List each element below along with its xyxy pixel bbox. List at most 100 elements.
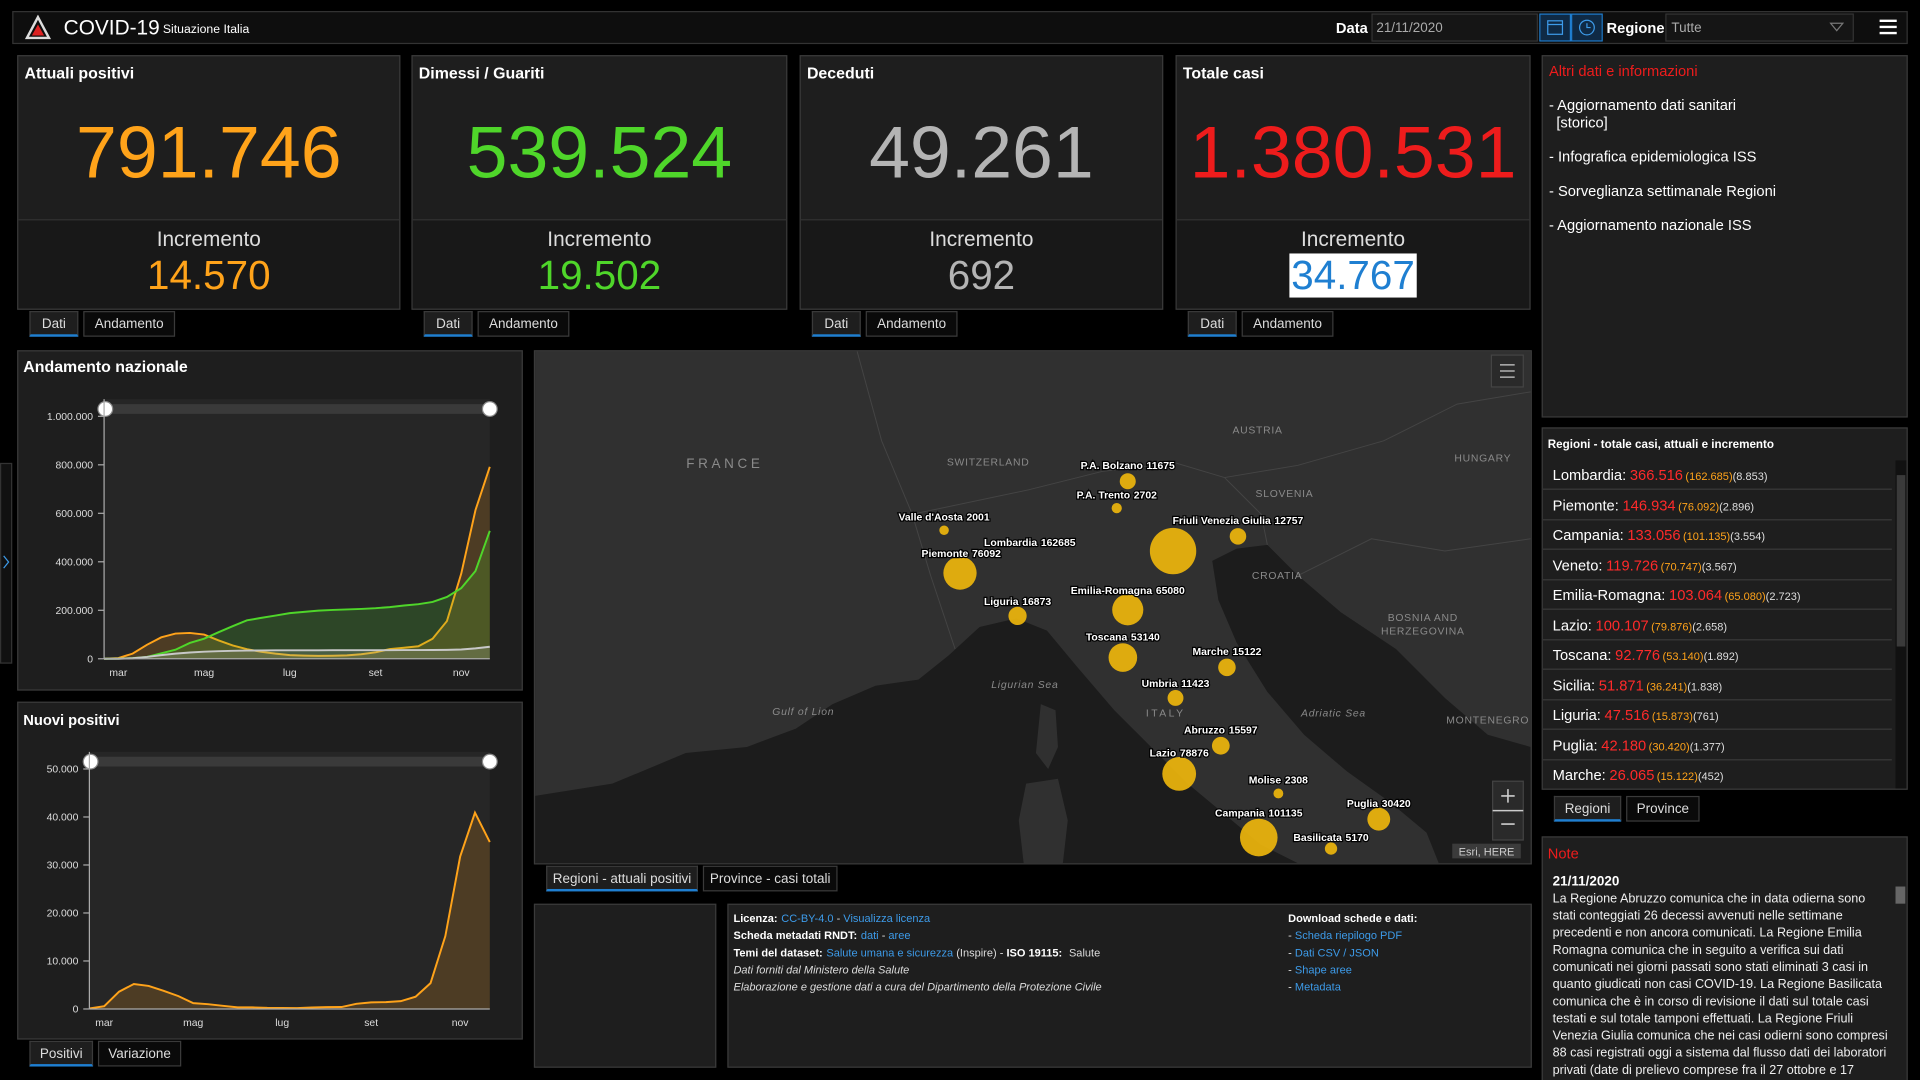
region-current: (101.135): [1682, 530, 1731, 543]
footer-panel: Licenza: CC-BY-4.0 - Visualizza licenza Sc…: [727, 903, 1532, 1068]
tab[interactable]: Dati: [29, 311, 79, 337]
footer-link[interactable]: Shape aree: [1294, 963, 1352, 976]
increment-wrap: 692: [801, 253, 1162, 297]
tab[interactable]: Dati: [423, 311, 473, 337]
note-scroll-thumb[interactable]: [1895, 886, 1906, 904]
footer-line: Licenza: CC-BY-4.0 - Visualizza licenza: [733, 912, 930, 924]
dropdown-arrow: [1829, 22, 1845, 32]
increment-wrap: 19.502: [413, 253, 786, 297]
footer-link[interactable]: dati: [860, 929, 879, 942]
region-total: 26.065: [1609, 766, 1655, 784]
footer-text: -: [1288, 946, 1295, 959]
increment-wrap: 34.767: [1177, 253, 1530, 298]
tab[interactable]: Dati: [811, 311, 861, 337]
info-link-text: - Aggiornamento dati sanitari: [1548, 96, 1737, 114]
footer-link[interactable]: aree: [888, 929, 911, 942]
card-title: Dimessi / Guariti: [418, 63, 545, 83]
app-title: COVID-19: [63, 15, 160, 40]
region-increment: (3.554): [1730, 530, 1766, 543]
footer-text: -: [1288, 980, 1295, 994]
tab[interactable]: Province: [1626, 795, 1700, 822]
tab[interactable]: Province - casi totali: [702, 865, 838, 892]
chart-title: Nuovi positivi: [23, 711, 120, 729]
date-input[interactable]: 21/11/2020: [1371, 13, 1538, 42]
region-increment: (1.892): [1703, 650, 1739, 663]
side-handle[interactable]: [0, 462, 13, 664]
stat-card: Dimessi / Guariti 539.524 Incremento 19.502: [411, 55, 788, 310]
region-name: Emilia-Romagna:: [1552, 586, 1666, 604]
footer-link[interactable]: Dati CSV / JSON: [1294, 946, 1379, 959]
increment-label: Incremento: [547, 227, 652, 252]
region-row: Lombardia: 366.516 (162.685)(8.853): [1542, 460, 1892, 490]
region-increment: (3.567): [1701, 560, 1737, 573]
footer-link[interactable]: Visualizza licenza: [843, 912, 931, 925]
note-date: 21/11/2020: [1552, 874, 1620, 889]
footer-text: (Inspire) -: [953, 946, 1007, 959]
footer-text: -: [878, 929, 889, 942]
footer-line: Elaborazione e gestione dati a cura del …: [733, 981, 1101, 993]
region-increment: (2.658): [1692, 620, 1728, 633]
footer-link[interactable]: Metadata: [1294, 980, 1341, 994]
region-current: (76.092): [1678, 500, 1720, 513]
region-current: (15.873): [1651, 710, 1693, 723]
menu-button[interactable]: [1878, 17, 1898, 37]
tab[interactable]: Regioni: [1553, 795, 1622, 822]
footer-link[interactable]: Salute umana e sicurezza: [826, 946, 954, 959]
region-total: 146.934: [1622, 496, 1676, 514]
tab[interactable]: Andamento: [83, 311, 176, 337]
scroll-thumb[interactable]: [1896, 475, 1906, 647]
region-total: 47.516: [1604, 706, 1650, 724]
region-row: Liguria: 47.516 (15.873)(761): [1542, 700, 1892, 730]
region-row: Piemonte: 146.934 (76.092)(2.896): [1542, 490, 1892, 520]
regions-title: Regioni - totale casi, attuali e increme…: [1547, 438, 1774, 452]
footer-text: Elaborazione e gestione dati a cura del …: [733, 980, 1102, 994]
new-cases-panel: Nuovi positivi: [17, 701, 523, 1040]
region-current: (30.420): [1648, 740, 1690, 753]
footer-line: Scheda metadati RNDT: dati - aree: [733, 929, 910, 941]
tab[interactable]: Variazione: [97, 1040, 182, 1067]
region-increment: (452): [1697, 770, 1724, 783]
info-title: Altri dati e informazioni: [1548, 62, 1698, 80]
region-total: 103.064: [1669, 586, 1723, 604]
region-increment: (1.377): [1689, 740, 1725, 753]
logo-panel: [533, 903, 717, 1068]
increment-wrap: 14.570: [18, 253, 399, 297]
card-lower: Incremento 692: [800, 219, 1163, 309]
stat-card: Deceduti 49.261 Incremento 692: [799, 55, 1164, 310]
region-row: Puglia: 42.180 (30.420)(1.377): [1542, 730, 1892, 760]
tab[interactable]: Positivi: [29, 1040, 94, 1067]
time-button[interactable]: [1571, 13, 1603, 42]
tab[interactable]: Regioni - attuali positivi: [546, 865, 698, 892]
tab[interactable]: Dati: [1187, 311, 1237, 337]
app-subtitle: Situazione Italia: [162, 23, 250, 37]
info-link[interactable]: - Aggiornamento dati sanitari [storico]: [1549, 97, 1900, 131]
card-lower: Incremento 14.570: [18, 219, 400, 309]
tab[interactable]: Andamento: [1241, 311, 1334, 337]
chart-title: Andamento nazionale: [23, 357, 188, 376]
info-list: - Aggiornamento dati sanitari [storico] - …: [1549, 97, 1900, 251]
region-select[interactable]: Tutte: [1665, 13, 1854, 42]
card-title: Totale casi: [1182, 63, 1264, 83]
tab[interactable]: Andamento: [477, 311, 570, 337]
footer-text: -: [1288, 963, 1295, 976]
region-label: Regione: [1606, 19, 1665, 37]
info-link-text: - Infografica epidemiologica ISS: [1548, 148, 1757, 166]
info-link[interactable]: - Infografica epidemiologica ISS: [1549, 148, 1900, 165]
download-title: Download schede e dati:: [1288, 912, 1418, 925]
footer-link[interactable]: CC-BY-4.0: [781, 912, 834, 925]
info-link[interactable]: - Aggiornamento nazionale ISS: [1549, 217, 1900, 234]
region-current: (15.122): [1656, 770, 1698, 783]
footer-link[interactable]: Scheda riepilogo PDF: [1294, 929, 1403, 942]
info-link-text: - Sorveglianza settimanale Regioni: [1548, 182, 1777, 200]
region-row: Emilia-Romagna: 103.064 (65.080)(2.723): [1542, 580, 1892, 610]
region-row: Toscana: 92.776 (53.140)(1.892): [1542, 640, 1892, 670]
map-panel: [533, 350, 1532, 865]
region-total: 133.056: [1627, 526, 1681, 544]
increment-label: Incremento: [929, 227, 1034, 252]
increment-value: 14.570: [146, 252, 271, 298]
tab[interactable]: Andamento: [865, 311, 958, 337]
increment-label: Incremento: [156, 227, 261, 252]
calendar-button[interactable]: [1539, 13, 1572, 42]
info-link[interactable]: - Sorveglianza settimanale Regioni: [1549, 182, 1900, 199]
